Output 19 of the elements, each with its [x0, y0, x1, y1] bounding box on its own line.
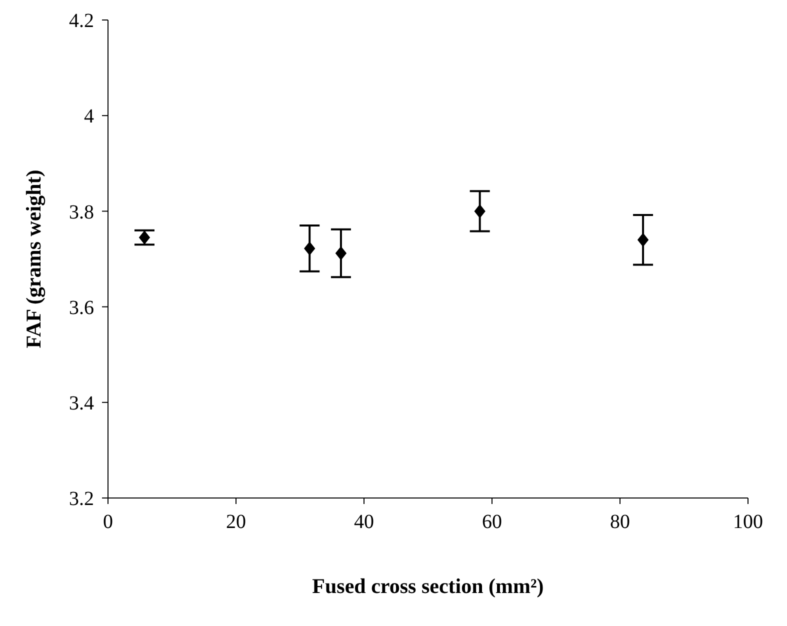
x-tick-label: 20 — [226, 511, 246, 534]
x-tick-label: 0 — [103, 511, 113, 534]
y-tick-label: 4 — [84, 106, 94, 128]
x-tick-label: 80 — [610, 511, 630, 534]
y-tick-label: 3.8 — [69, 201, 94, 224]
y-axis-title: FAF (grams weight) — [21, 170, 46, 348]
x-axis-title: Fused cross section (mm²) — [312, 574, 544, 598]
y-tick-label: 4.2 — [69, 10, 94, 32]
y-tick-label: 3.4 — [69, 392, 94, 414]
x-tick-label: 100 — [733, 511, 763, 534]
point — [637, 232, 649, 247]
point — [335, 246, 347, 260]
point — [474, 204, 486, 218]
point — [304, 241, 316, 256]
x-tick-label: 60 — [482, 511, 502, 534]
x-tick-label: 40 — [354, 511, 374, 534]
y-tick-label: 3.6 — [69, 296, 94, 319]
point — [138, 230, 150, 244]
y-tick-label: 3.2 — [69, 488, 94, 510]
